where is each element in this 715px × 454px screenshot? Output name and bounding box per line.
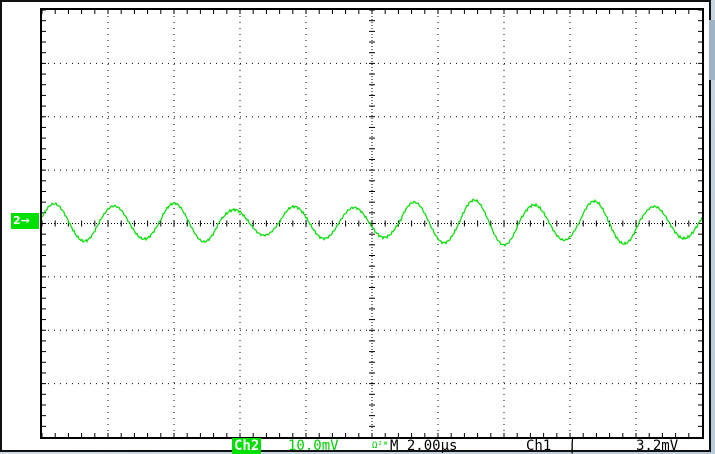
graticule (42, 10, 702, 437)
channel-2-trace (42, 198, 702, 247)
background-decoration (709, 20, 715, 80)
bandwidth-limit-icon: Ω²ᵂ (372, 441, 389, 451)
channel-label[interactable]: Ch2 (232, 438, 262, 454)
time-per-div: M 2.00µs (390, 438, 458, 454)
channel-2-marker[interactable]: 2→ (11, 213, 39, 229)
trigger-source: Ch1 (526, 438, 552, 454)
trigger-slope-icon: ⌠ (568, 438, 577, 454)
volts-per-div: 10.0mV (288, 438, 339, 454)
waveform-display (40, 8, 704, 439)
trigger-level: 3.2mV (636, 438, 679, 454)
status-bar: Ch2 10.0mV Ω²ᵂ M 2.00µs Ch1 ⌠ 3.2mV (40, 438, 706, 454)
